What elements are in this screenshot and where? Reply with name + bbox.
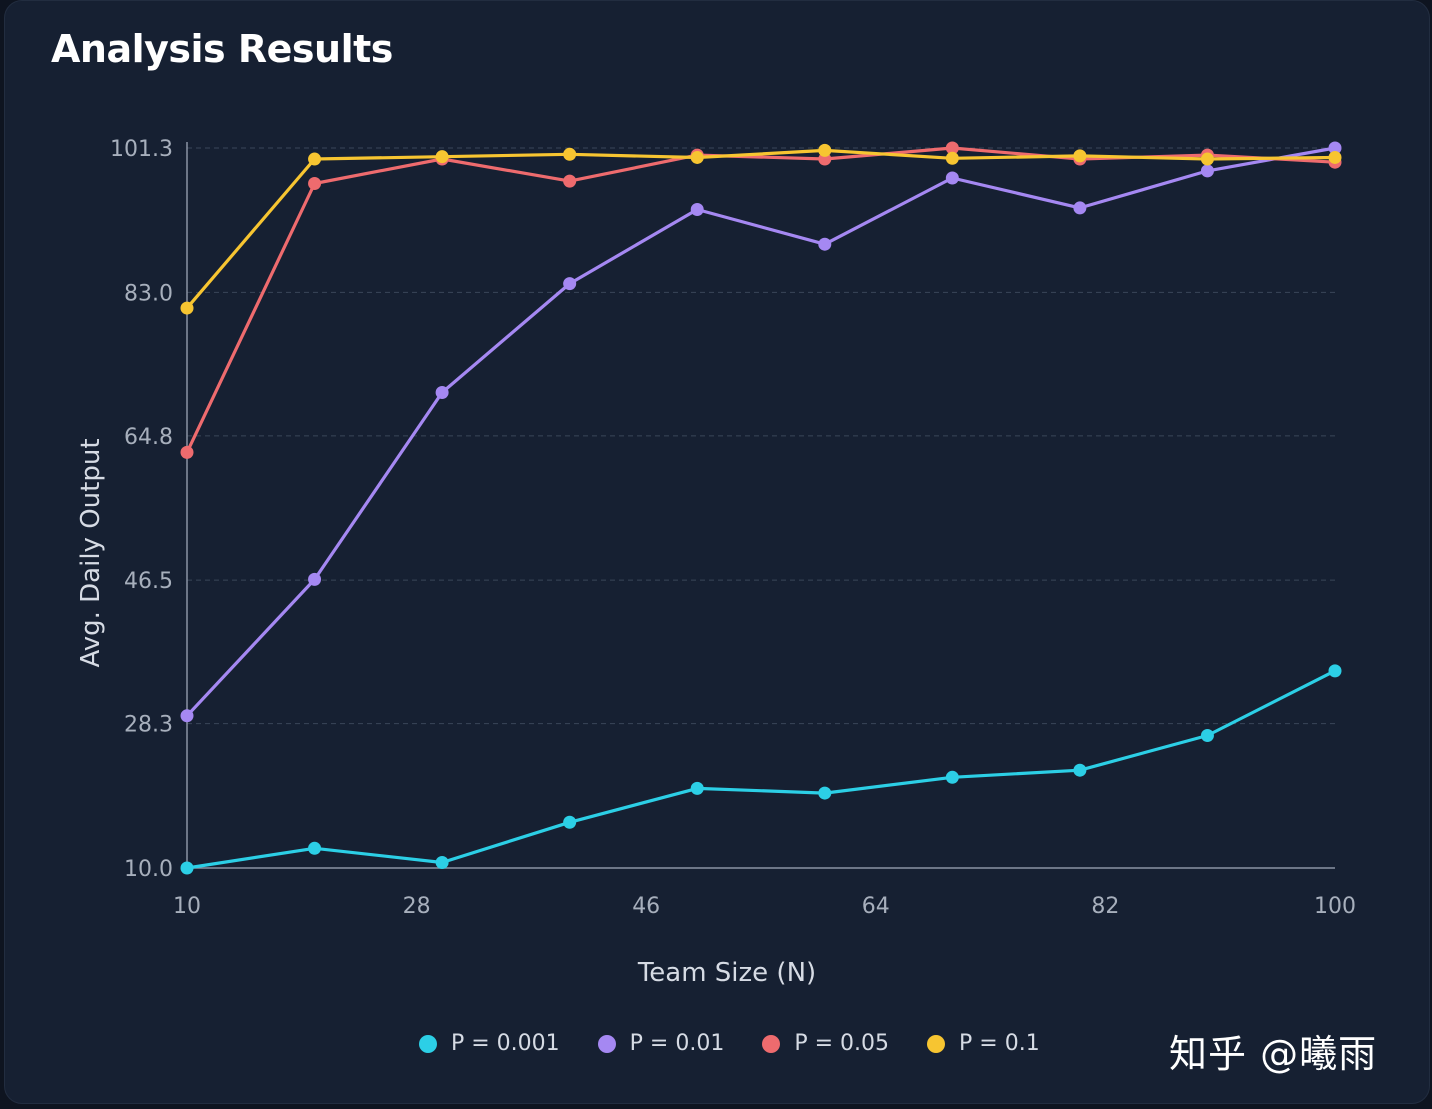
- legend-swatch: [419, 1034, 437, 1053]
- legend-item-p-0-1[interactable]: P = 0.1: [927, 1031, 1040, 1056]
- data-point[interactable]: [1073, 149, 1087, 163]
- legend-item-p-0-01[interactable]: P = 0.01: [597, 1031, 725, 1056]
- axes: [186, 142, 1335, 869]
- x-axis-label: Team Size (N): [637, 958, 816, 988]
- x-tick-label: 64: [862, 894, 890, 919]
- legend-swatch: [762, 1034, 781, 1053]
- data-point[interactable]: [1328, 150, 1342, 164]
- data-point[interactable]: [308, 841, 322, 855]
- line-chart: 10.0 28.3 46.5 64.8 83.0 101.3 10 28 46 64 82 100 T…: [76, 137, 1356, 988]
- data-point[interactable]: [1200, 164, 1214, 178]
- chart-legend: P = 0.001 P = 0.01 P = 0.05 P = 0.1: [419, 1031, 1078, 1056]
- data-point[interactable]: [1073, 763, 1087, 777]
- data-point[interactable]: [818, 786, 832, 800]
- data-point[interactable]: [180, 709, 194, 723]
- data-point[interactable]: [308, 152, 322, 166]
- tick-labels: 10.0 28.3 46.5 64.8 83.0 101.3 10 28 46 64 82 100: [110, 137, 1356, 919]
- series-p-0-001: [180, 664, 1342, 875]
- data-point[interactable]: [435, 385, 449, 399]
- data-point[interactable]: [690, 150, 704, 164]
- data-point[interactable]: [1073, 201, 1087, 215]
- legend-item-p-0-05[interactable]: P = 0.05: [762, 1031, 889, 1056]
- legend-label: P = 0.001: [451, 1031, 560, 1056]
- data-point[interactable]: [818, 237, 832, 251]
- data-point[interactable]: [1200, 152, 1214, 166]
- series-p-0-1: [180, 143, 1342, 315]
- legend-label: P = 0.01: [629, 1031, 725, 1056]
- data-point[interactable]: [180, 445, 194, 459]
- y-tick-label: 28.3: [124, 713, 173, 738]
- y-tick-label: 46.5: [124, 569, 173, 594]
- data-point[interactable]: [563, 815, 577, 829]
- data-point[interactable]: [435, 150, 449, 164]
- x-tick-label: 100: [1314, 894, 1356, 919]
- chart-title: Analysis Results: [51, 27, 393, 71]
- x-tick-label: 10: [173, 894, 201, 919]
- data-point[interactable]: [308, 176, 322, 190]
- y-tick-label: 83.0: [124, 281, 173, 306]
- x-tick-label: 82: [1091, 894, 1119, 919]
- data-point[interactable]: [308, 572, 322, 586]
- data-point[interactable]: [1328, 141, 1342, 155]
- grid-lines: [187, 147, 1335, 725]
- series-p-0-01: [180, 141, 1342, 723]
- legend-swatch: [597, 1034, 616, 1053]
- legend-swatch: [927, 1034, 946, 1053]
- series-line: [185, 669, 1337, 870]
- series-line: [185, 148, 1337, 310]
- data-point[interactable]: [435, 855, 449, 869]
- watermark-text: 知乎 @曦雨: [1169, 1032, 1378, 1076]
- data-point[interactable]: [690, 781, 704, 795]
- y-tick-label: 101.3: [110, 137, 173, 162]
- series-p-0-05: [180, 141, 1342, 459]
- data-point[interactable]: [563, 147, 577, 161]
- data-point[interactable]: [690, 203, 704, 217]
- series-lines: [180, 141, 1342, 875]
- y-axis-label: Avg. Daily Output: [76, 438, 106, 667]
- y-tick-label: 10.0: [124, 857, 173, 882]
- data-point[interactable]: [945, 770, 959, 784]
- legend-label: P = 0.1: [959, 1031, 1040, 1056]
- data-point[interactable]: [945, 171, 959, 185]
- data-point[interactable]: [1200, 729, 1214, 743]
- legend-label: P = 0.05: [794, 1031, 890, 1056]
- data-point[interactable]: [180, 861, 194, 875]
- x-tick-label: 28: [403, 894, 431, 919]
- data-point[interactable]: [945, 141, 959, 155]
- data-point[interactable]: [180, 301, 194, 315]
- data-point[interactable]: [563, 277, 577, 291]
- data-point[interactable]: [818, 143, 832, 157]
- series-line: [185, 146, 1337, 718]
- series-line: [185, 146, 1337, 454]
- data-point[interactable]: [563, 174, 577, 188]
- data-point[interactable]: [1328, 664, 1342, 678]
- y-tick-label: 64.8: [124, 425, 173, 450]
- legend-item-p-0-001[interactable]: P = 0.001: [419, 1031, 560, 1056]
- chart-card: Analysis Results 10.0 28.3 46.5 64.8 83.0 101…: [4, 0, 1430, 1104]
- data-point[interactable]: [945, 151, 959, 165]
- x-tick-label: 46: [632, 894, 660, 919]
